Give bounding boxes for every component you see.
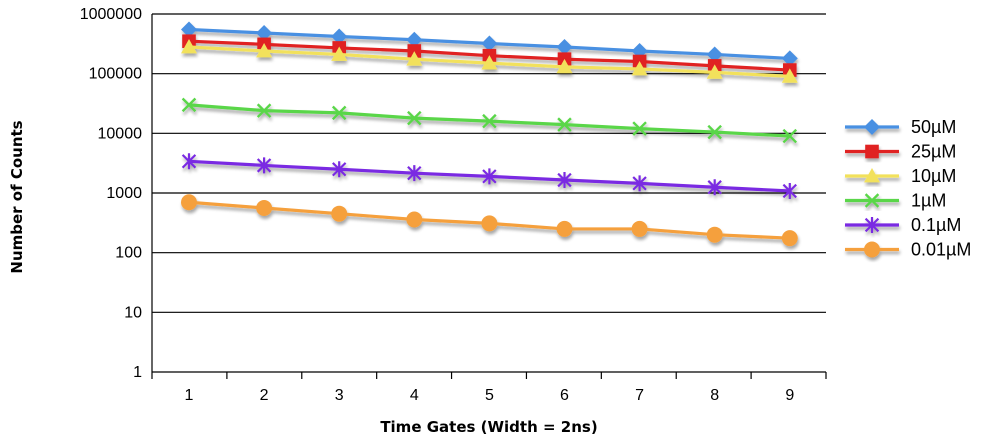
y-tick-label: 100 bbox=[115, 245, 142, 262]
data-point bbox=[632, 175, 647, 192]
data-point bbox=[781, 230, 798, 247]
data-point bbox=[631, 220, 648, 237]
data-point bbox=[256, 42, 273, 58]
data-point bbox=[864, 241, 880, 258]
legend-item bbox=[845, 241, 899, 258]
data-point bbox=[782, 128, 798, 144]
y-tick-label: 1 bbox=[133, 364, 142, 381]
data-point bbox=[256, 157, 272, 174]
data-point bbox=[781, 50, 798, 67]
x-tick-label: 3 bbox=[335, 387, 344, 404]
legend-item bbox=[845, 168, 899, 183]
data-point bbox=[256, 25, 273, 42]
x-tick-label: 5 bbox=[485, 387, 494, 404]
y-tick-label: 1000 bbox=[106, 185, 142, 202]
data-point bbox=[556, 58, 573, 74]
x-tick-label: 7 bbox=[635, 387, 644, 404]
data-point bbox=[181, 153, 197, 170]
x-tick-label: 2 bbox=[260, 387, 269, 404]
data-point bbox=[331, 46, 348, 61]
data-point bbox=[181, 38, 197, 54]
legend: 50µM 25µM 10µM 1µM 0.1µM 0.01µM bbox=[845, 117, 971, 260]
data-point bbox=[864, 193, 880, 208]
y-tick-label: 10 bbox=[124, 304, 142, 321]
data-point bbox=[864, 168, 880, 183]
data-point bbox=[482, 168, 497, 185]
gridlines bbox=[152, 13, 826, 313]
data-point bbox=[707, 124, 722, 140]
data-point bbox=[557, 117, 572, 132]
data-point bbox=[331, 205, 348, 222]
data-point bbox=[782, 183, 797, 200]
legend-item bbox=[845, 217, 899, 233]
data-point bbox=[631, 60, 648, 76]
data-point bbox=[406, 51, 423, 66]
data-point bbox=[332, 161, 347, 178]
y-tick-labels: 1 10 100 1000 10000 100000 1000000 bbox=[80, 6, 142, 381]
data-point bbox=[181, 97, 197, 113]
legend-label: 50µM bbox=[911, 117, 956, 137]
data-point bbox=[407, 165, 422, 182]
legend-label: 1µM bbox=[911, 191, 946, 211]
data-point bbox=[481, 215, 498, 232]
x-tick-label: 1 bbox=[185, 387, 194, 404]
series-1µM bbox=[181, 97, 798, 144]
legend-label: 0.1µM bbox=[911, 215, 961, 235]
data-point bbox=[256, 200, 273, 217]
x-tick-labels: 1 2 3 4 5 6 7 8 9 bbox=[185, 387, 795, 404]
x-tick-label: 6 bbox=[560, 387, 569, 404]
data-point bbox=[406, 211, 423, 228]
x-axis-title: Time Gates (Width = 2ns) bbox=[380, 418, 597, 436]
data-point bbox=[865, 144, 879, 159]
data-point bbox=[481, 35, 498, 52]
data-point bbox=[406, 31, 423, 48]
data-point bbox=[556, 38, 573, 55]
x-tick-label: 8 bbox=[710, 387, 719, 404]
data-point bbox=[481, 55, 498, 70]
legend-label: 0.01µM bbox=[911, 240, 971, 260]
legend-item bbox=[845, 119, 899, 135]
y-tick-label: 1000000 bbox=[80, 6, 142, 23]
series-50µM bbox=[181, 21, 798, 67]
series-group bbox=[181, 21, 798, 247]
y-tick-label: 10000 bbox=[98, 125, 143, 142]
y-tick-label: 100000 bbox=[89, 66, 142, 83]
series-0.1µM bbox=[181, 153, 797, 200]
data-point bbox=[256, 103, 272, 118]
data-point bbox=[331, 28, 348, 45]
data-point bbox=[864, 217, 880, 233]
data-point bbox=[407, 110, 422, 126]
legend-label: 10µM bbox=[911, 166, 956, 186]
x-tick-label: 9 bbox=[785, 387, 794, 404]
data-point bbox=[706, 64, 723, 79]
data-point bbox=[482, 113, 497, 129]
data-point bbox=[864, 119, 880, 135]
y-axis-title: Number of Counts bbox=[8, 120, 26, 273]
axes bbox=[151, 14, 827, 379]
data-point bbox=[706, 46, 723, 63]
series-10µM bbox=[181, 38, 798, 83]
legend-item bbox=[845, 144, 899, 159]
data-point bbox=[181, 21, 197, 38]
data-point bbox=[632, 121, 647, 136]
series-0.01µM bbox=[181, 194, 798, 247]
data-point bbox=[407, 44, 422, 58]
legend-item bbox=[845, 193, 899, 208]
data-point bbox=[181, 194, 197, 211]
data-point bbox=[556, 220, 573, 237]
x-tick-label: 4 bbox=[410, 387, 419, 404]
data-point bbox=[707, 179, 722, 196]
data-point bbox=[706, 226, 723, 243]
data-point bbox=[557, 172, 572, 189]
data-point bbox=[781, 68, 798, 83]
legend-label: 25µM bbox=[911, 142, 956, 162]
data-point bbox=[331, 105, 347, 121]
